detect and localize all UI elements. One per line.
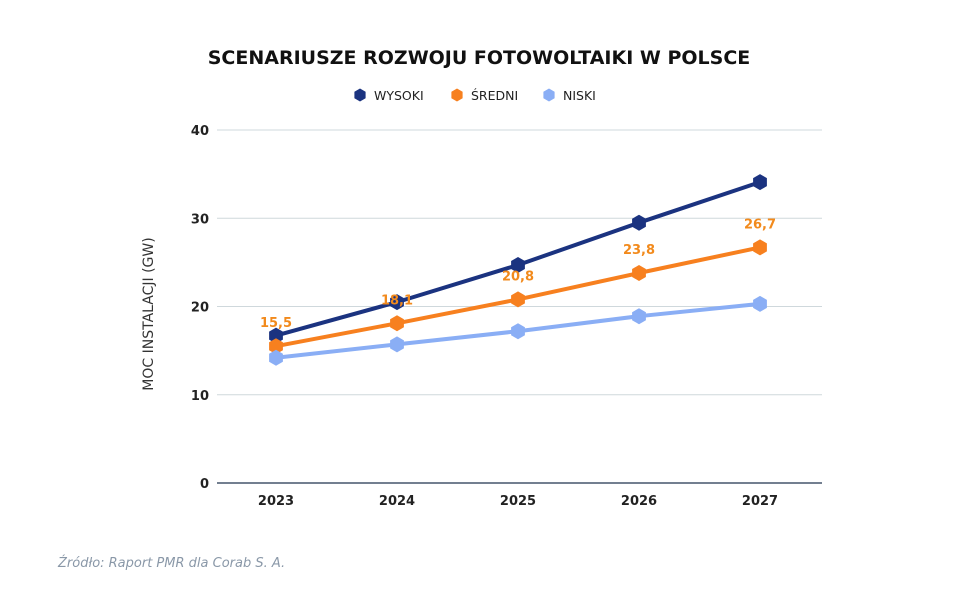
data-point [390, 336, 404, 353]
data-point [632, 308, 646, 325]
data-label: 26,7 [744, 217, 776, 232]
data-labels: 15,5 18,1 20,8 23,8 26,7 [260, 217, 776, 331]
x-tick-label: 2024 [379, 494, 415, 509]
data-point [632, 265, 646, 281]
data-point [511, 323, 525, 340]
legend-marker [354, 88, 366, 102]
y-axis-ticks: 0 10 20 30 40 [191, 124, 209, 492]
y-tick-label: 40 [191, 124, 209, 139]
data-label: 18,1 [381, 293, 413, 308]
legend-marker [543, 88, 555, 102]
y-tick-label: 0 [200, 477, 209, 492]
legend-label: ŚREDNI [471, 88, 518, 103]
source-note: Źródło: Raport PMR dla Corab S. A. [58, 556, 286, 571]
y-axis-label: MOC INSTALACJI (GW) [141, 237, 157, 390]
series-layer [269, 174, 767, 366]
series-średni [269, 239, 767, 355]
data-point [753, 174, 767, 191]
y-tick-label: 10 [191, 389, 209, 404]
data-point [511, 291, 525, 308]
x-tick-label: 2023 [258, 494, 294, 509]
x-tick-label: 2026 [621, 494, 657, 509]
legend-label: NISKI [563, 88, 596, 103]
x-axis-ticks: 2023 2024 2025 2026 2027 [258, 494, 778, 509]
legend-item: WYSOKI [354, 88, 424, 103]
data-point [269, 349, 283, 366]
data-point [269, 338, 283, 355]
data-point [632, 214, 646, 231]
data-point [753, 295, 767, 312]
data-label: 15,5 [260, 316, 292, 331]
data-point [390, 294, 404, 311]
data-label: 20,8 [502, 269, 534, 284]
legend-label: WYSOKI [374, 88, 424, 103]
data-point [753, 239, 767, 256]
data-point [511, 257, 525, 273]
legend-item: ŚREDNI [451, 88, 518, 103]
data-point [269, 327, 283, 344]
legend-item: NISKI [543, 88, 596, 103]
y-tick-label: 30 [191, 212, 209, 227]
data-point [390, 315, 404, 332]
x-tick-label: 2027 [742, 494, 778, 509]
series-wysoki [269, 174, 767, 344]
legend-marker [451, 88, 463, 102]
chart-title: SCENARIUSZE ROZWOJU FOTOWOLTAIKI W POLSC… [208, 47, 751, 69]
y-tick-label: 20 [191, 301, 209, 316]
data-label: 23,8 [623, 243, 655, 258]
series-niski [269, 295, 767, 366]
legend: WYSOKI ŚREDNI NISKI [354, 88, 596, 103]
x-tick-label: 2025 [500, 494, 536, 509]
